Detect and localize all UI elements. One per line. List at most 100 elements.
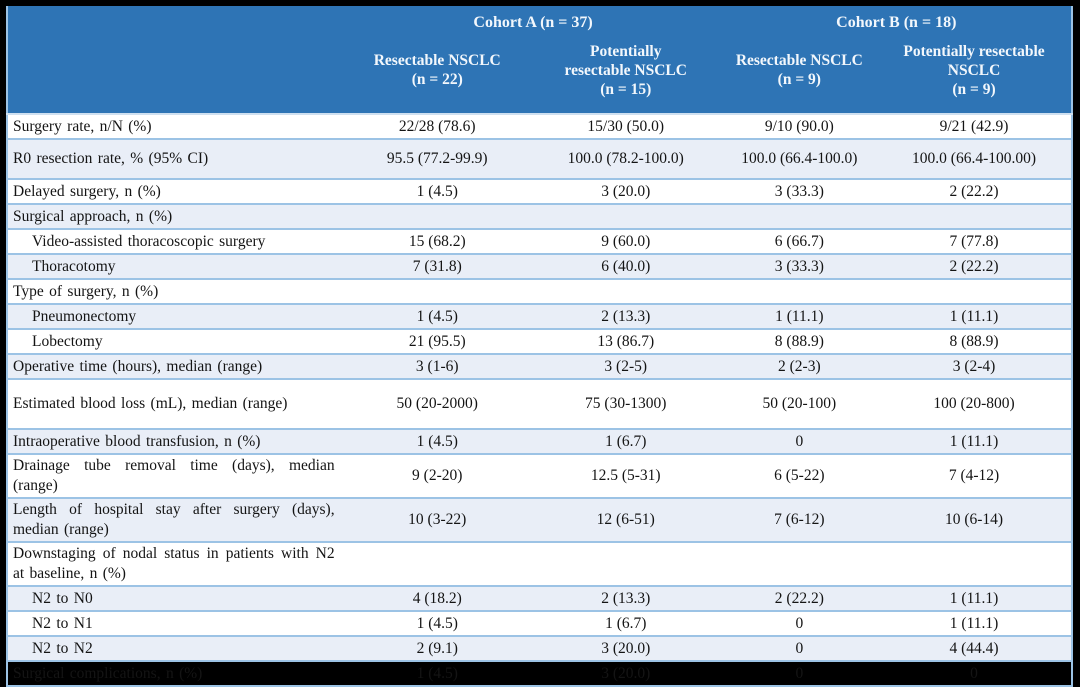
value-cell <box>877 204 1072 230</box>
value-cell: 6 (40.0) <box>529 254 722 280</box>
table-row: Type of surgery, n (%) <box>7 279 1072 305</box>
table-row: Intraoperative blood transfusion, n (%) 1… <box>7 429 1072 455</box>
row-label: Type of surgery, n (%) <box>7 279 345 305</box>
row-label: Lobectomy <box>7 329 345 355</box>
value-cell: 3 (1-6) <box>344 354 530 380</box>
value-cell: 0 <box>721 611 878 637</box>
value-cell: 7 (77.8) <box>877 229 1072 255</box>
table-row: Drainage tube removal time (days), media… <box>7 454 1072 499</box>
value-cell <box>721 542 878 587</box>
header-stub-cell <box>7 6 345 33</box>
value-cell: 6 (66.7) <box>721 229 878 255</box>
value-cell <box>877 542 1072 587</box>
column-header-resectable-b: Resectable NSCLC (n = 9) <box>721 33 878 114</box>
row-label: N2 to N1 <box>7 611 345 637</box>
value-cell: 12 (6-51) <box>529 498 722 543</box>
value-cell: 2 (13.3) <box>529 586 722 612</box>
value-cell: 8 (88.9) <box>877 329 1072 355</box>
value-cell: 1 (4.5) <box>344 661 530 687</box>
value-cell: 7 (6-12) <box>721 498 878 543</box>
row-label: Surgery rate, n/N (%) <box>7 114 345 140</box>
subgroup-header-row: Resectable NSCLC (n = 22) Potentially rese… <box>7 33 1072 114</box>
value-cell: 100.0 (66.4-100.0) <box>721 139 878 180</box>
cohort-a-header: Cohort A (n = 37) <box>344 6 722 33</box>
value-cell: 6 (5-22) <box>721 454 878 499</box>
value-cell: 50 (20-100) <box>721 379 878 430</box>
value-cell: 9 (60.0) <box>529 229 722 255</box>
row-label: R0 resection rate, % (95% CI) <box>7 139 345 180</box>
table-row: Lobectomy 21 (95.5) 13 (86.7) 8 (88.9) 8 (88… <box>7 329 1072 355</box>
column-header-potentially-resectable-a: Potentially resectable NSCLC (n = 15) <box>529 33 722 114</box>
value-cell: 0 <box>721 661 878 687</box>
table-row: Delayed surgery, n (%) 1 (4.5) 3 (20.0) 3 (… <box>7 179 1072 205</box>
value-cell: 1 (11.1) <box>877 304 1072 330</box>
row-label: Surgical approach, n (%) <box>7 204 345 230</box>
table-body: Surgery rate, n/N (%) 22/28 (78.6) 15/30 (… <box>7 114 1072 687</box>
value-cell: 3 (2-4) <box>877 354 1072 380</box>
value-cell: 3 (20.0) <box>529 661 722 687</box>
value-cell: 1 (4.5) <box>344 179 530 205</box>
value-cell: 100.0 (66.4-100.00) <box>877 139 1072 180</box>
row-label: N2 to N0 <box>7 586 345 612</box>
row-label: Delayed surgery, n (%) <box>7 179 345 205</box>
value-cell: 3 (20.0) <box>529 179 722 205</box>
value-cell: 8 (88.9) <box>721 329 878 355</box>
row-label: Thoracotomy <box>7 254 345 280</box>
value-cell: 22/28 (78.6) <box>344 114 530 140</box>
value-cell: 1 (11.1) <box>721 304 878 330</box>
value-cell: 0 <box>721 429 878 455</box>
value-cell: 1 (11.1) <box>877 429 1072 455</box>
value-cell <box>529 542 722 587</box>
value-cell <box>721 204 878 230</box>
row-label: Intraoperative blood transfusion, n (%) <box>7 429 345 455</box>
value-cell: 2 (22.2) <box>877 254 1072 280</box>
value-cell: 1 (11.1) <box>877 586 1072 612</box>
column-header-resectable-a: Resectable NSCLC (n = 22) <box>344 33 530 114</box>
value-cell: 15 (68.2) <box>344 229 530 255</box>
value-cell: 2 (13.3) <box>529 304 722 330</box>
value-cell: 9/10 (90.0) <box>721 114 878 140</box>
value-cell: 7 (4-12) <box>877 454 1072 499</box>
cohort-header-row: Cohort A (n = 37) Cohort B (n = 18) <box>7 6 1072 33</box>
value-cell: 100 (20-800) <box>877 379 1072 430</box>
value-cell: 50 (20-2000) <box>344 379 530 430</box>
surgical-outcomes-table: Cohort A (n = 37) Cohort B (n = 18) Rese… <box>6 6 1073 687</box>
value-cell: 2 (22.2) <box>877 179 1072 205</box>
row-label: Pneumonectomy <box>7 304 345 330</box>
table-row: Surgical approach, n (%) <box>7 204 1072 230</box>
value-cell: 3 (33.3) <box>721 179 878 205</box>
value-cell: 10 (6-14) <box>877 498 1072 543</box>
row-label: Operative time (hours), median (range) <box>7 354 345 380</box>
value-cell: 2 (2-3) <box>721 354 878 380</box>
table-row: N2 to N0 4 (18.2) 2 (13.3) 2 (22.2) 1 (11.1) <box>7 586 1072 612</box>
table-row: Thoracotomy 7 (31.8) 6 (40.0) 3 (33.3) 2 (22… <box>7 254 1072 280</box>
table-row: Operative time (hours), median (range) 3 … <box>7 354 1072 380</box>
value-cell: 15/30 (50.0) <box>529 114 722 140</box>
header-stub-cell <box>7 33 345 114</box>
table-row: Estimated blood loss (mL), median (range… <box>7 379 1072 430</box>
row-label: Length of hospital stay after surgery (d… <box>7 498 345 543</box>
value-cell: 100.0 (78.2-100.0) <box>529 139 722 180</box>
table-row: N2 to N1 1 (4.5) 1 (6.7) 0 1 (11.1) <box>7 611 1072 637</box>
row-label: Surgical complications, n (%) <box>7 661 345 687</box>
value-cell <box>344 542 530 587</box>
value-cell: 9/21 (42.9) <box>877 114 1072 140</box>
table-row: Downstaging of nodal status in patients … <box>7 542 1072 587</box>
table-row: Video-assisted thoracoscopic surgery 15 (… <box>7 229 1072 255</box>
value-cell: 1 (4.5) <box>344 611 530 637</box>
row-label: Downstaging of nodal status in patients … <box>7 542 345 587</box>
value-cell: 95.5 (77.2-99.9) <box>344 139 530 180</box>
value-cell: 1 (4.5) <box>344 304 530 330</box>
value-cell: 12.5 (5-31) <box>529 454 722 499</box>
value-cell: 7 (31.8) <box>344 254 530 280</box>
table-frame: Cohort A (n = 37) Cohort B (n = 18) Rese… <box>6 6 1073 687</box>
row-label: Estimated blood loss (mL), median (range… <box>7 379 345 430</box>
row-label: Drainage tube removal time (days), media… <box>7 454 345 499</box>
column-header-potentially-resectable-b: Potentially resectable NSCLC (n = 9) <box>877 33 1072 114</box>
value-cell: 1 (4.5) <box>344 429 530 455</box>
value-cell: 21 (95.5) <box>344 329 530 355</box>
table-row: Pneumonectomy 1 (4.5) 2 (13.3) 1 (11.1) 1 (1… <box>7 304 1072 330</box>
value-cell: 2 (22.2) <box>721 586 878 612</box>
table-row: R0 resection rate, % (95% CI) 95.5 (77.2-… <box>7 139 1072 180</box>
row-label: Video-assisted thoracoscopic surgery <box>7 229 345 255</box>
